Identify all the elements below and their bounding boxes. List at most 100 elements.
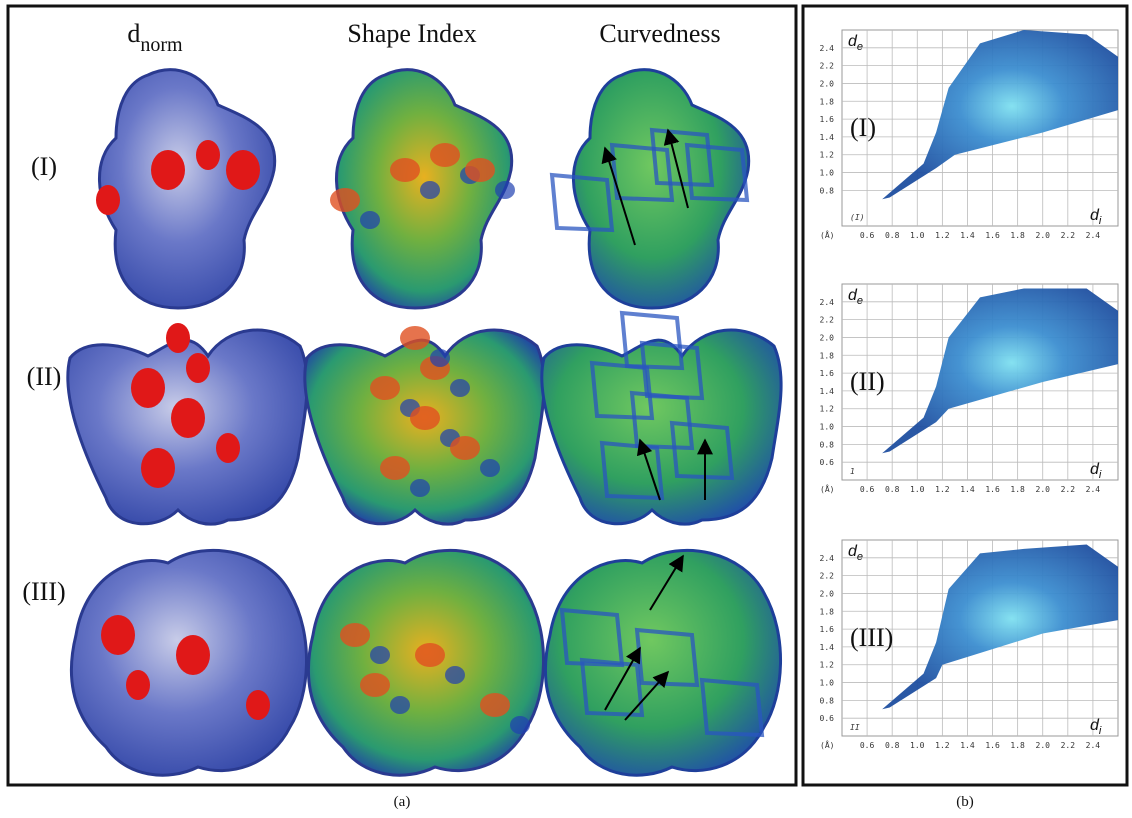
y-tick-label: 1.0 <box>820 169 835 178</box>
x-tick-label: 1.6 <box>985 231 1000 240</box>
x-tick-label: 1.0 <box>910 741 925 750</box>
unit-label: (Å) <box>820 739 834 750</box>
x-tick-label: 1.2 <box>935 485 950 494</box>
text-part: norm <box>140 34 183 56</box>
surface-body <box>573 70 748 308</box>
x-tick-label: 1.0 <box>910 231 925 240</box>
shape-patch <box>380 456 410 480</box>
y-tick-label: 1.4 <box>820 387 835 396</box>
contact-spot <box>166 323 190 353</box>
y-tick-label: 1.0 <box>820 679 835 688</box>
x-tick-label: 0.6 <box>860 231 875 240</box>
y-tick-label: 1.0 <box>820 423 835 432</box>
x-tick-label: 1.2 <box>935 231 950 240</box>
hirshfeld-surface <box>305 326 544 524</box>
shape-patch <box>410 406 440 430</box>
caption-a: (a) <box>394 794 411 810</box>
contact-spot <box>226 150 260 190</box>
shape-patch <box>495 181 515 199</box>
shape-patch <box>370 376 400 400</box>
shape-patch <box>370 646 390 664</box>
hirshfeld-surface <box>308 550 543 775</box>
y-tick-label: 1.4 <box>820 133 835 142</box>
shape-patch <box>330 188 360 212</box>
unit-label: (Å) <box>820 483 834 494</box>
shape-patch <box>360 211 380 229</box>
y-tick-label: 1.8 <box>820 97 835 106</box>
contact-spot <box>176 635 210 675</box>
x-tick-label: 2.2 <box>1061 741 1076 750</box>
x-tick-label: 0.8 <box>885 741 900 750</box>
column-header: Curvedness <box>599 19 720 48</box>
y-tick-label: 2.2 <box>820 316 835 325</box>
x-tick-label: 0.8 <box>885 231 900 240</box>
hirshfeld-surface <box>71 550 306 775</box>
y-tick-label: 2.2 <box>820 62 835 71</box>
text-part: d <box>127 19 140 48</box>
shape-patch <box>465 158 495 182</box>
caption-b: (b) <box>956 794 974 810</box>
x-tick-label: 2.2 <box>1061 231 1076 240</box>
contact-spot <box>151 150 185 190</box>
shape-patch <box>420 181 440 199</box>
figure: (a) (b) dnorm Shape Index Curvedness (I) (II… <box>0 0 1132 818</box>
y-tick-label: 2.4 <box>820 554 835 563</box>
text-part: e <box>857 551 863 563</box>
x-tick-label: 0.6 <box>860 741 875 750</box>
contact-spot <box>246 690 270 720</box>
shape-patch <box>445 666 465 684</box>
contact-spot <box>131 368 165 408</box>
corner-label: II <box>850 723 860 732</box>
corner-label: (I) <box>850 213 864 222</box>
hirshfeld-surface <box>68 323 307 524</box>
hirshfeld-surface <box>96 70 275 308</box>
hirshfeld-surface <box>542 313 781 524</box>
y-tick-label: 1.6 <box>820 115 835 124</box>
y-tick-label: 0.8 <box>820 696 835 705</box>
y-tick-label: 1.6 <box>820 625 835 634</box>
x-tick-label: 2.2 <box>1061 485 1076 494</box>
row-label: (II) <box>27 362 62 391</box>
contact-spot <box>196 140 220 170</box>
y-tick-label: 1.4 <box>820 643 835 652</box>
shape-patch <box>390 696 410 714</box>
y-tick-label: 0.8 <box>820 440 835 449</box>
column-header: Shape Index <box>347 19 476 48</box>
y-tick-label: 1.8 <box>820 351 835 360</box>
hirshfeld-surface <box>552 70 749 308</box>
shape-patch <box>340 623 370 647</box>
corner-label: 1 <box>850 467 855 476</box>
contact-spot <box>126 670 150 700</box>
contact-spot <box>186 353 210 383</box>
text-part: Shape Index <box>347 19 476 48</box>
column-header: dnorm <box>127 19 183 56</box>
shape-patch <box>480 693 510 717</box>
y-tick-label: 0.6 <box>820 714 835 723</box>
shape-patch <box>450 379 470 397</box>
contact-spot <box>141 448 175 488</box>
contact-spot <box>96 185 120 215</box>
y-tick-label: 2.4 <box>820 298 835 307</box>
x-tick-label: 2.4 <box>1086 231 1101 240</box>
x-tick-label: 2.0 <box>1036 231 1051 240</box>
shape-patch <box>450 436 480 460</box>
x-tick-label: 1.2 <box>935 741 950 750</box>
y-tick-label: 2.2 <box>820 572 835 581</box>
plot-label: (II) <box>850 367 885 396</box>
y-tick-label: 0.6 <box>820 458 835 467</box>
shape-patch <box>415 643 445 667</box>
x-tick-label: 0.6 <box>860 485 875 494</box>
contact-spot <box>216 433 240 463</box>
y-tick-label: 1.2 <box>820 151 835 160</box>
x-tick-label: 2.0 <box>1036 485 1051 494</box>
y-tick-label: 2.0 <box>820 589 835 598</box>
shape-patch <box>510 716 530 734</box>
x-tick-label: 1.4 <box>960 231 975 240</box>
x-tick-label: 2.0 <box>1036 741 1051 750</box>
page: {"panel_a": {"caption": "(a)", "columns"… <box>0 0 1132 818</box>
contact-spot <box>101 615 135 655</box>
x-tick-label: 1.8 <box>1010 231 1025 240</box>
x-tick-label: 2.4 <box>1086 485 1101 494</box>
y-tick-label: 2.0 <box>820 333 835 342</box>
y-tick-label: 2.0 <box>820 79 835 88</box>
